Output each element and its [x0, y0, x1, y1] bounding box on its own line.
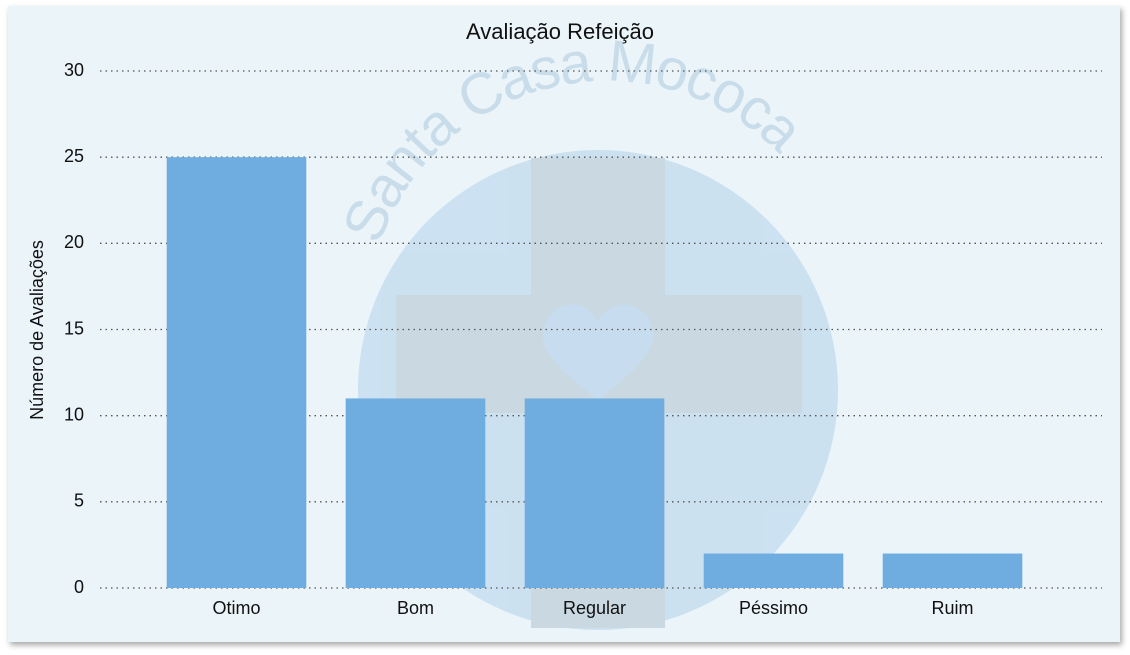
y-tick-label: 25	[64, 146, 84, 166]
y-tick-label: 10	[64, 404, 84, 424]
chart-title: Avaliação Refeição	[466, 19, 654, 44]
y-tick-label: 30	[64, 60, 84, 80]
x-tick-label: Regular	[563, 598, 626, 618]
x-tick-label: Otimo	[212, 598, 260, 618]
y-tick-label: 15	[64, 318, 84, 338]
bar	[703, 553, 844, 588]
x-tick-label: Péssimo	[739, 598, 808, 618]
bar	[524, 398, 665, 588]
y-tick-label: 20	[64, 232, 84, 252]
y-tick-label: 0	[74, 577, 84, 597]
bar	[345, 398, 486, 588]
x-tick-label: Bom	[397, 598, 434, 618]
y-tick-label: 5	[74, 491, 84, 511]
x-tick-label: Ruim	[931, 598, 973, 618]
y-axis-label: Número de Avaliações	[27, 240, 47, 420]
bar	[882, 553, 1023, 588]
bar	[166, 157, 307, 588]
